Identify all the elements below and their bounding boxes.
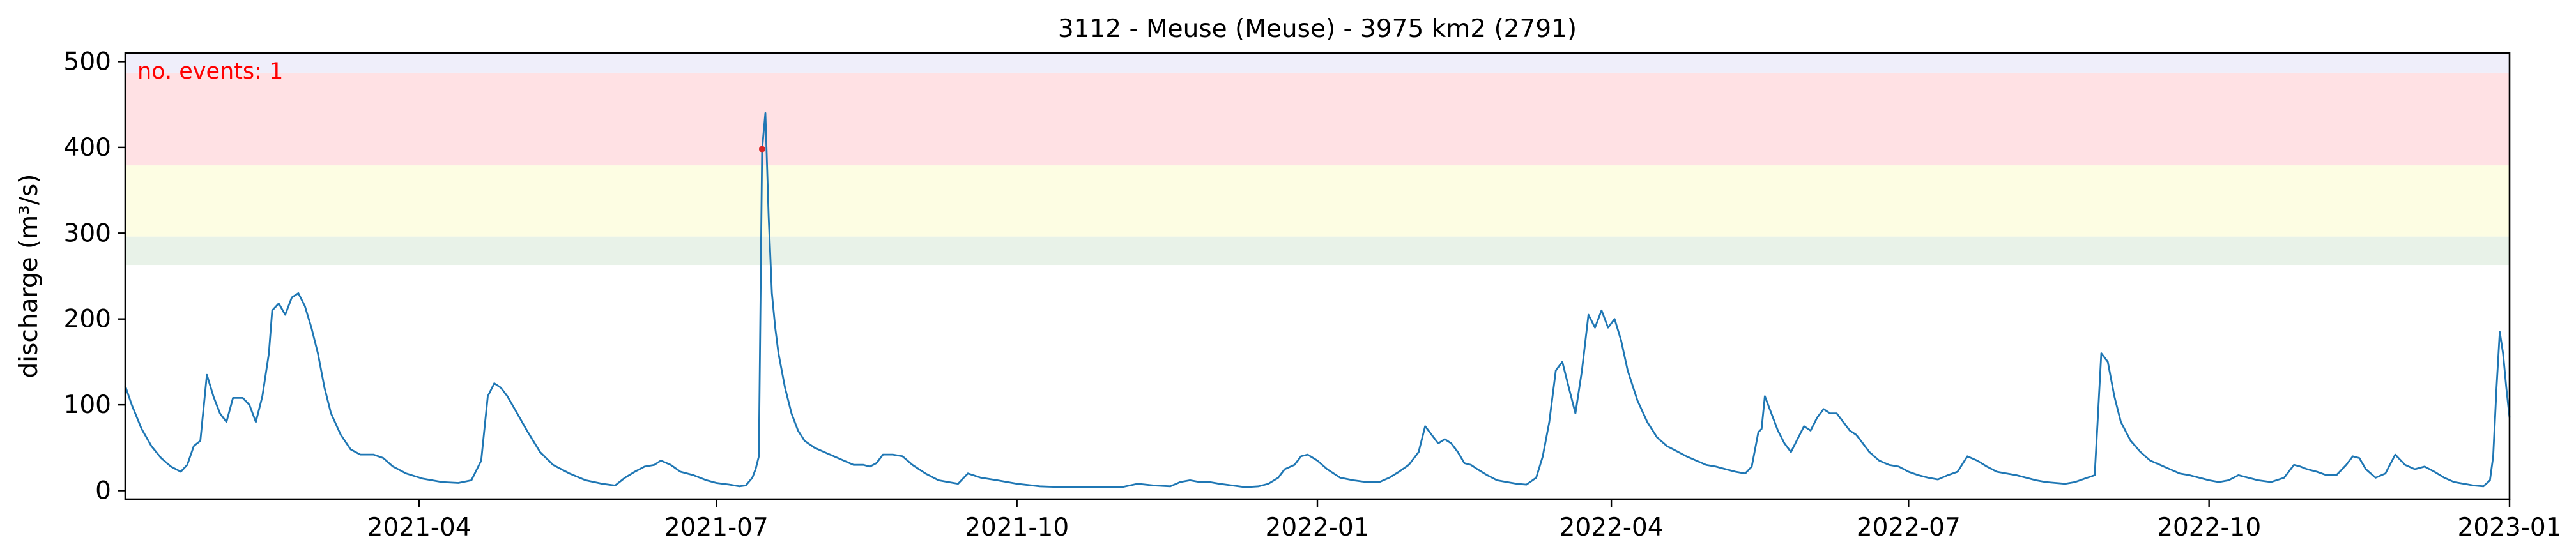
event-marker: [758, 146, 765, 153]
y-tick-label: 200: [64, 305, 111, 334]
y-tick-label: 400: [64, 133, 111, 162]
events-layer: [758, 146, 765, 153]
x-tick-label: 2021-04: [367, 513, 471, 542]
threshold-band-1: [125, 236, 2510, 266]
x-tick-label: 2022-01: [1266, 513, 1370, 542]
x-tick-label: 2022-04: [1560, 513, 1664, 542]
series-layer: [124, 112, 2511, 488]
x-tick-label: 2022-07: [1857, 513, 1961, 542]
threshold-band-4: [125, 53, 2510, 73]
y-axis-label: discharge (m³/s): [15, 174, 43, 379]
x-tick-label: 2021-10: [965, 513, 1069, 542]
threshold-bands: [125, 53, 2510, 266]
x-tick-label: 2021-07: [664, 513, 769, 542]
y-tick-label: 500: [64, 47, 111, 76]
discharge-line: [124, 112, 2511, 488]
x-tick-label: 2023-01: [2458, 513, 2562, 542]
events-count-annotation: no. events: 1: [137, 59, 283, 84]
y-axis: 0 100 200 300 400 500: [64, 47, 125, 506]
y-tick-label: 100: [64, 391, 111, 419]
threshold-band-3: [125, 72, 2510, 166]
y-tick-label: 300: [64, 219, 111, 248]
y-tick-label: 0: [95, 477, 111, 506]
threshold-band-2: [125, 165, 2510, 237]
x-tick-label: 2022-10: [2157, 513, 2261, 542]
chart-title: 3112 - Meuse (Meuse) - 3975 km2 (2791): [1058, 15, 1577, 43]
x-axis: 2021-04 2021-07 2021-10 2022-01 2022-04 2022-…: [367, 499, 2562, 542]
